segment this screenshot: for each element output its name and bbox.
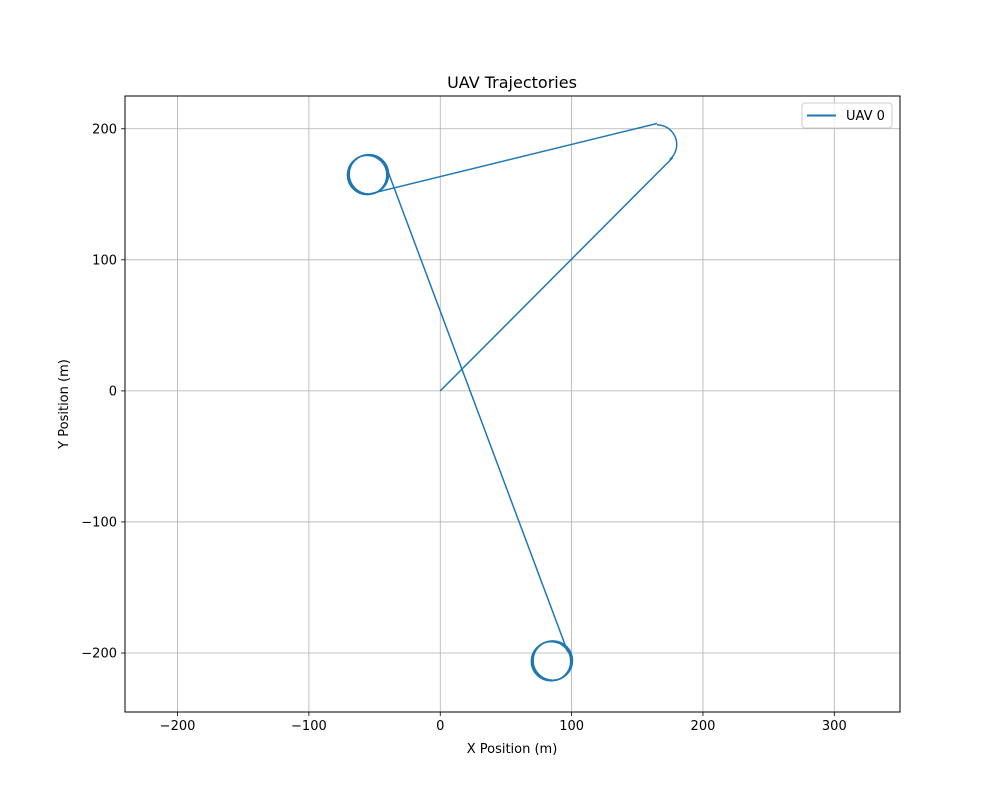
loiter-circle — [532, 640, 574, 681]
trajectory-segment — [367, 122, 658, 196]
x-axis-label: X Position (m) — [467, 742, 558, 757]
y-tick-label: −100 — [81, 515, 117, 530]
y-tick-label: −200 — [81, 647, 117, 662]
x-tick-label: 0 — [436, 719, 444, 734]
y-tick-label: 200 — [92, 122, 117, 137]
ticks: −200 −100 0 100 200 300 −200 −100 0 100 200 — [81, 122, 846, 734]
x-tick-label: 300 — [822, 719, 847, 734]
x-tick-label: 100 — [559, 719, 584, 734]
legend-label: UAV 0 — [846, 109, 885, 124]
x-tick-label: −200 — [160, 719, 196, 734]
y-axis-label: Y Position (m) — [57, 359, 72, 450]
chart-title: UAV Trajectories — [447, 73, 577, 92]
trajectory-segment — [439, 157, 674, 392]
legend-box — [801, 102, 893, 129]
grid — [125, 96, 900, 712]
plot-frame — [124, 95, 901, 713]
series-layer — [346, 122, 678, 682]
trajectory-turn — [656, 124, 678, 161]
x-tick-label: 200 — [691, 719, 716, 734]
series-uav-0 — [346, 122, 678, 682]
legend: UAV 0 — [801, 102, 893, 129]
trajectory-segment — [387, 170, 569, 652]
y-tick-label: 100 — [92, 253, 117, 268]
x-tick-label: −100 — [291, 719, 327, 734]
plot-area — [125, 96, 900, 712]
y-tick-label: 0 — [109, 384, 117, 399]
